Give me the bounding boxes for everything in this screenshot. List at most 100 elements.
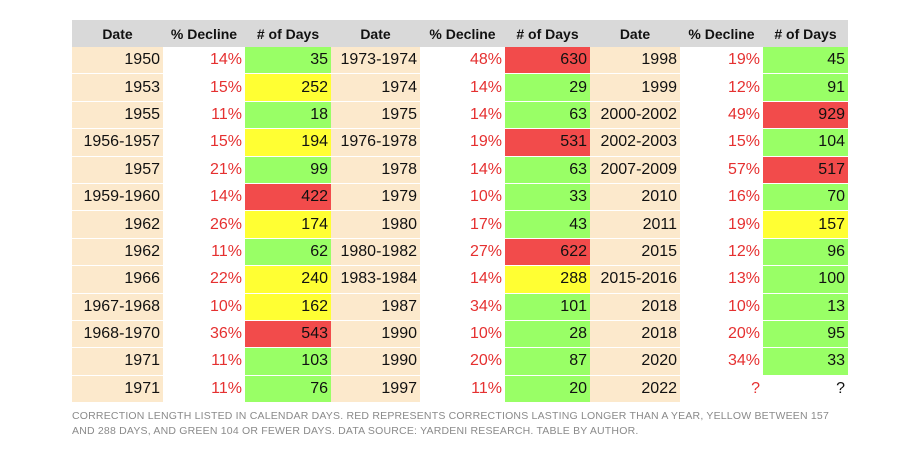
days-cell: 630 (505, 47, 590, 75)
date-cell: 1971 (72, 347, 163, 376)
days-cell: 288 (505, 265, 590, 294)
column-header: Date (72, 20, 163, 47)
date-cell: 1953 (72, 73, 163, 102)
date-cell: 1955 (72, 101, 163, 130)
days-cell: 101 (505, 293, 590, 321)
column-header: # of Days (763, 20, 848, 47)
days-cell: 240 (245, 265, 331, 294)
decline-cell: 11% (163, 375, 245, 404)
days-cell: 252 (245, 73, 331, 102)
decline-cell: 57% (680, 156, 763, 184)
days-cell: 543 (245, 320, 331, 349)
days-cell: 76 (245, 375, 331, 404)
decline-cell: 15% (163, 128, 245, 157)
column-header: # of Days (505, 20, 590, 47)
decline-cell: 20% (680, 320, 763, 349)
days-cell: 63 (505, 156, 590, 184)
decline-cell: 14% (420, 73, 505, 102)
decline-cell: 12% (680, 238, 763, 267)
date-cell: 2007-2009 (590, 156, 680, 184)
decline-cell: 10% (163, 293, 245, 321)
days-cell: 43 (505, 210, 590, 239)
decline-cell: 14% (420, 156, 505, 184)
decline-cell: 21% (163, 156, 245, 184)
decline-cell: 14% (420, 101, 505, 130)
days-cell: 35 (245, 47, 331, 75)
days-cell: 99 (245, 156, 331, 184)
date-cell: 2022 (590, 375, 680, 404)
decline-cell: 10% (420, 183, 505, 212)
table-row: 1962 11% 62 1980-1982 27% 622 2015 12% 96 (72, 238, 848, 267)
days-cell: 174 (245, 210, 331, 239)
days-cell: 13 (763, 293, 848, 321)
days-cell: 103 (245, 347, 331, 376)
days-cell: 62 (245, 238, 331, 267)
decline-cell: 20% (420, 347, 505, 376)
table-row: 1953 15% 252 1974 14% 29 1999 12% 91 (72, 73, 848, 102)
date-cell: 1980-1982 (331, 238, 420, 267)
column-header: % Decline (680, 20, 763, 47)
date-cell: 1998 (590, 47, 680, 75)
date-cell: 1968-1970 (72, 320, 163, 349)
decline-cell: 16% (680, 183, 763, 212)
date-cell: 2015-2016 (590, 265, 680, 294)
date-cell: 1962 (72, 210, 163, 239)
table-row: 1956-1957 15% 194 1976-1978 19% 531 2002-2003 1… (72, 128, 848, 157)
date-cell: 1967-1968 (72, 293, 163, 321)
table-body: 1950 14% 35 1973-1974 48% 630 1998 19% 45 1953 15%… (72, 47, 848, 404)
days-cell: 87 (505, 347, 590, 376)
column-header: # of Days (245, 20, 331, 47)
decline-cell: 11% (163, 238, 245, 267)
decline-cell: 19% (680, 47, 763, 75)
table-wrapper: Date% Decline # of Days Date% Decline # of … (72, 20, 848, 439)
decline-cell: 36% (163, 320, 245, 349)
days-cell: 28 (505, 320, 590, 349)
decline-cell: 11% (163, 347, 245, 376)
date-cell: 1999 (590, 73, 680, 102)
decline-cell: 12% (680, 73, 763, 102)
days-cell: 95 (763, 320, 848, 349)
column-header: Date (331, 20, 420, 47)
table-row: 1962 26% 174 1980 17% 43 2011 19% 157 (72, 210, 848, 239)
days-cell: 162 (245, 293, 331, 321)
decline-cell: 13% (680, 265, 763, 294)
date-cell: 1974 (331, 73, 420, 102)
days-cell: 100 (763, 265, 848, 294)
date-cell: 1973-1974 (331, 47, 420, 75)
date-cell: 1990 (331, 320, 420, 349)
decline-cell: 14% (163, 183, 245, 212)
days-cell: 104 (763, 128, 848, 157)
table-row: 1967-1968 10% 162 1987 34% 101 2018 10% 13 (72, 293, 848, 321)
date-cell: 1966 (72, 265, 163, 294)
table-row: 1950 14% 35 1973-1974 48% 630 1998 19% 45 (72, 47, 848, 75)
date-cell: 2010 (590, 183, 680, 212)
decline-cell: 14% (163, 47, 245, 75)
days-cell: 422 (245, 183, 331, 212)
decline-cell: 15% (163, 73, 245, 102)
days-cell: 70 (763, 183, 848, 212)
column-header: Date (590, 20, 680, 47)
days-cell: 33 (505, 183, 590, 212)
decline-cell: 22% (163, 265, 245, 294)
decline-cell: 49% (680, 101, 763, 130)
decline-cell: ? (680, 375, 763, 404)
decline-cell: 19% (680, 210, 763, 239)
decline-cell: 19% (420, 128, 505, 157)
days-cell: 622 (505, 238, 590, 267)
days-cell: 517 (763, 156, 848, 184)
table-row: 1966 22% 240 1983-1984 14% 288 2015-2016 13% 100 (72, 265, 848, 294)
table-row: 1971 11% 103 1990 20% 87 2020 34% 33 (72, 347, 848, 376)
column-header: % Decline (420, 20, 505, 47)
date-cell: 1987 (331, 293, 420, 321)
date-cell: 1975 (331, 101, 420, 130)
caption: CORRECTION LENGTH LISTED IN CALENDAR DAY… (72, 410, 829, 438)
decline-cell: 34% (680, 347, 763, 376)
decline-cell: 11% (420, 375, 505, 404)
table-row: 1968-1970 36% 543 1990 10% 28 2018 20% 95 (72, 320, 848, 349)
date-cell: 2002-2003 (590, 128, 680, 157)
date-cell: 1997 (331, 375, 420, 404)
table-row: 1971 11% 76 1997 11% 20 2022?? (72, 375, 848, 404)
decline-cell: 11% (163, 101, 245, 130)
table-row: 1957 21% 99 1978 14% 63 2007-2009 57% 517 (72, 156, 848, 184)
